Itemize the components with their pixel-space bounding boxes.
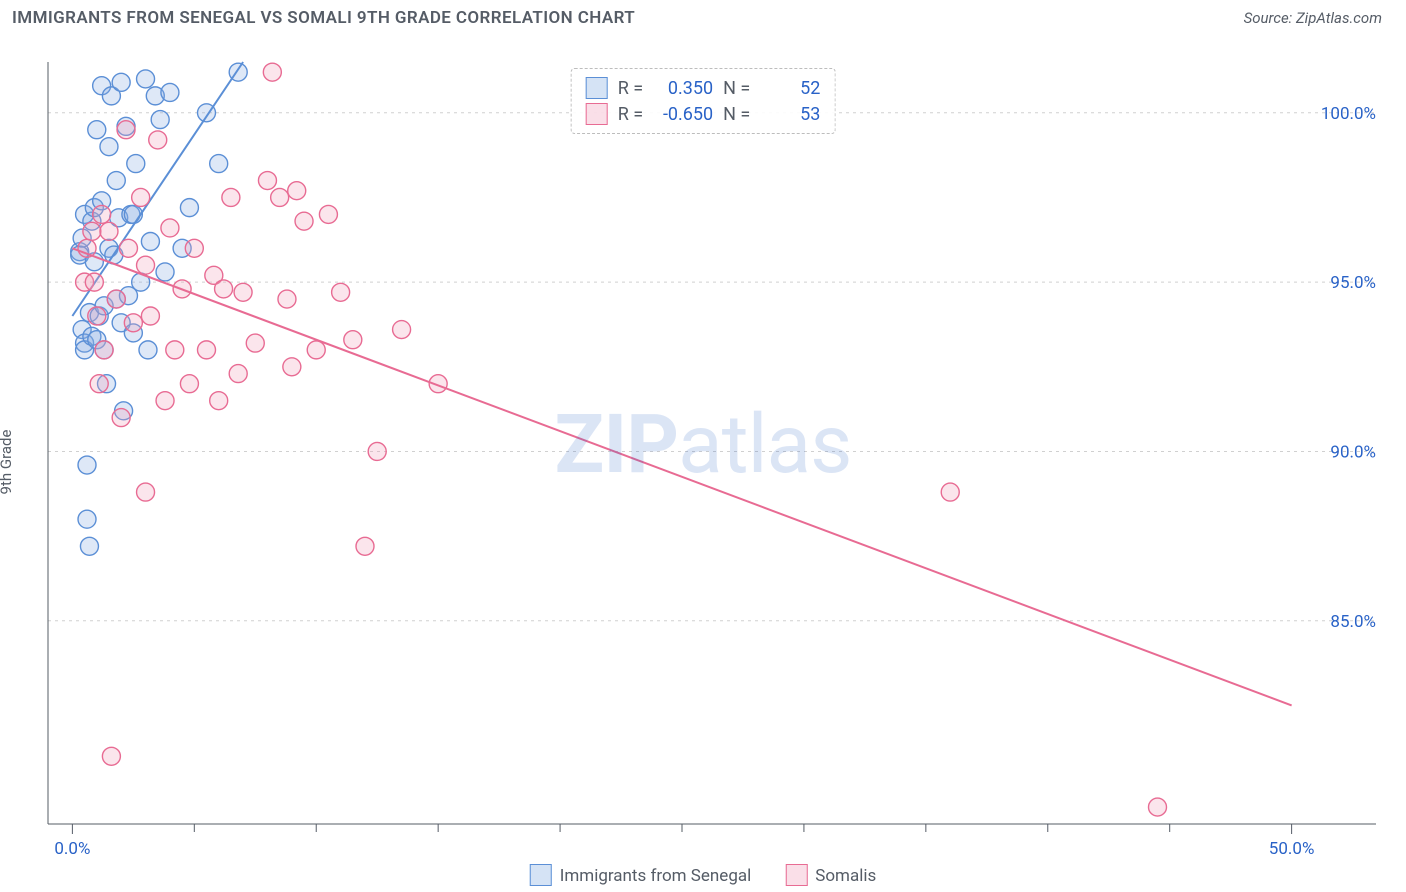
- swatch-senegal-icon: [530, 864, 552, 886]
- chart-title: IMMIGRANTS FROM SENEGAL VS SOMALI 9TH GR…: [12, 8, 635, 28]
- scatter-plot-svg: 85.0% 90.0% 95.0% 100.0% 0.0% 50.0%: [0, 32, 1406, 892]
- svg-text:90.0%: 90.0%: [1330, 442, 1376, 462]
- legend-item-somalis: Somalis: [785, 864, 876, 886]
- stats-row-senegal: R = 0.350 N = 52: [586, 75, 821, 101]
- svg-text:95.0%: 95.0%: [1330, 273, 1376, 293]
- swatch-somalis: [586, 103, 608, 125]
- chart-header: IMMIGRANTS FROM SENEGAL VS SOMALI 9TH GR…: [0, 0, 1406, 32]
- svg-text:100.0%: 100.0%: [1321, 104, 1376, 124]
- stats-row-somalis: R = -0.650 N = 53: [586, 101, 821, 127]
- svg-text:50.0%: 50.0%: [1269, 839, 1315, 859]
- chart-source: Source: ZipAtlas.com: [1244, 9, 1382, 27]
- stats-legend: R = 0.350 N = 52 R = -0.650 N = 53: [571, 68, 836, 134]
- swatch-somalis-icon: [785, 864, 807, 886]
- bottom-legend: Immigrants from Senegal Somalis: [530, 864, 877, 886]
- swatch-senegal: [586, 77, 608, 99]
- chart-area: 9th Grade 85.0%90.0%95.0%100.0%0.0%50.0%…: [0, 32, 1406, 892]
- legend-item-senegal: Immigrants from Senegal: [530, 864, 752, 886]
- svg-text:85.0%: 85.0%: [1330, 612, 1376, 632]
- svg-text:0.0%: 0.0%: [54, 839, 90, 859]
